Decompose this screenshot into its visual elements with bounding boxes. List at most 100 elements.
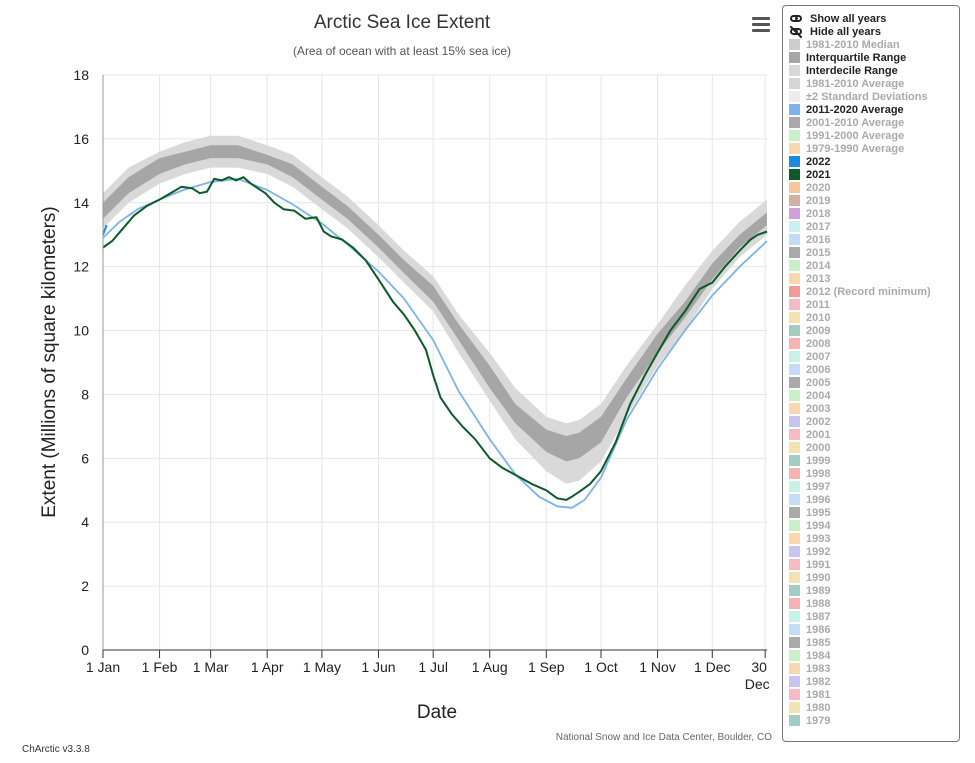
legend-item-label: 2001 xyxy=(806,428,831,441)
legend-item-label: 1986 xyxy=(806,623,831,636)
legend-item-1991[interactable]: 1991 xyxy=(789,558,959,571)
legend-item-label: 1987 xyxy=(806,610,831,623)
legend-item-label: 2019 xyxy=(806,194,831,207)
legend-item--2-standard-deviations[interactable]: ±2 Standard Deviations xyxy=(789,90,959,103)
legend-swatch xyxy=(789,169,800,180)
legend-item-2022[interactable]: 2022 xyxy=(789,155,959,168)
legend-item-1994[interactable]: 1994 xyxy=(789,519,959,532)
series-lines xyxy=(102,176,768,509)
legend-item-1990[interactable]: 1990 xyxy=(789,571,959,584)
series-line-2011-2020-average[interactable] xyxy=(102,177,768,509)
legend-item-1985[interactable]: 1985 xyxy=(789,636,959,649)
legend-swatch xyxy=(789,195,800,206)
legend-item-label: Interdecile Range xyxy=(806,64,898,77)
legend-item-1991-2000-average[interactable]: 1991-2000 Average xyxy=(789,129,959,142)
y-tick-label: 14 xyxy=(73,195,89,211)
legend-item-2007[interactable]: 2007 xyxy=(789,350,959,363)
legend-item-1995[interactable]: 1995 xyxy=(789,506,959,519)
legend-swatch xyxy=(789,78,800,89)
legend-swatch xyxy=(789,377,800,388)
legend-swatch xyxy=(789,182,800,193)
legend-item-2001-2010-average[interactable]: 2001-2010 Average xyxy=(789,116,959,129)
legend-item-2016[interactable]: 2016 xyxy=(789,233,959,246)
y-tick-label: 8 xyxy=(81,386,89,402)
legend-items: 1981-2010 Median Interquartile Range Inter… xyxy=(789,38,959,727)
legend-item-label: 2003 xyxy=(806,402,831,415)
legend-item-1979[interactable]: 1979 xyxy=(789,714,959,727)
legend-item-2011-2020-average[interactable]: 2011-2020 Average xyxy=(789,103,959,116)
legend-item-2015[interactable]: 2015 xyxy=(789,246,959,259)
legend-item-2003[interactable]: 2003 xyxy=(789,402,959,415)
legend-swatch xyxy=(789,624,800,635)
legend-item-1992[interactable]: 1992 xyxy=(789,545,959,558)
legend-swatch xyxy=(789,65,800,76)
legend-item-2018[interactable]: 2018 xyxy=(789,207,959,220)
legend-item-2009[interactable]: 2009 xyxy=(789,324,959,337)
x-tick-label: 1 Nov xyxy=(639,659,676,675)
legend-item-2017[interactable]: 2017 xyxy=(789,220,959,233)
legend-item-label: 2012 (Record minimum) xyxy=(806,285,931,298)
show-all-years-button[interactable]: Show all years xyxy=(789,12,959,25)
eye-icon xyxy=(789,13,805,25)
legend-item-1996[interactable]: 1996 xyxy=(789,493,959,506)
legend-item-2013[interactable]: 2013 xyxy=(789,272,959,285)
legend-item-1979-1990-average[interactable]: 1979-1990 Average xyxy=(789,142,959,155)
hide-all-years-button[interactable]: Hide all years xyxy=(789,25,959,38)
legend-item-1981-2010-median[interactable]: 1981-2010 Median xyxy=(789,38,959,51)
legend-item-1993[interactable]: 1993 xyxy=(789,532,959,545)
legend-swatch xyxy=(789,702,800,713)
legend-item-1997[interactable]: 1997 xyxy=(789,480,959,493)
legend-swatch xyxy=(789,117,800,128)
legend-item-1982[interactable]: 1982 xyxy=(789,675,959,688)
legend-item-label: 2011-2020 Average xyxy=(806,103,904,116)
legend-item-1983[interactable]: 1983 xyxy=(789,662,959,675)
legend-item-label: 2002 xyxy=(806,415,831,428)
legend-item-1999[interactable]: 1999 xyxy=(789,454,959,467)
series-line-2022[interactable] xyxy=(102,224,108,236)
legend-item-2011[interactable]: 2011 xyxy=(789,298,959,311)
legend-item-1989[interactable]: 1989 xyxy=(789,584,959,597)
legend-item-label: 1981-2010 Average xyxy=(806,77,905,90)
legend-item-2001[interactable]: 2001 xyxy=(789,428,959,441)
legend-item-1981-2010-average[interactable]: 1981-2010 Average xyxy=(789,77,959,90)
legend-item-1987[interactable]: 1987 xyxy=(789,610,959,623)
legend-item-1980[interactable]: 1980 xyxy=(789,701,959,714)
legend-item-2002[interactable]: 2002 xyxy=(789,415,959,428)
legend-item-2014[interactable]: 2014 xyxy=(789,259,959,272)
legend-swatch xyxy=(789,442,800,453)
legend-swatch xyxy=(789,91,800,102)
eye-slash-icon xyxy=(789,25,805,38)
credit-text[interactable]: National Snow and Ice Data Center, Bould… xyxy=(556,732,772,743)
legend-swatch xyxy=(789,676,800,687)
hamburger-menu-icon[interactable] xyxy=(750,14,772,36)
legend-item-2005[interactable]: 2005 xyxy=(789,376,959,389)
legend-item-interdecile-range[interactable]: Interdecile Range xyxy=(789,64,959,77)
legend-item-2010[interactable]: 2010 xyxy=(789,311,959,324)
legend-item-2004[interactable]: 2004 xyxy=(789,389,959,402)
legend-item-label: 1997 xyxy=(806,480,831,493)
band-interdecile-range[interactable] xyxy=(103,135,767,484)
legend-item-2021[interactable]: 2021 xyxy=(789,168,959,181)
legend-swatch xyxy=(789,715,800,726)
legend-swatch xyxy=(789,559,800,570)
legend-item-label: 2009 xyxy=(806,324,831,337)
legend-item-2012-record-minimum[interactable]: 2012 (Record minimum) xyxy=(789,285,959,298)
legend-item-2008[interactable]: 2008 xyxy=(789,337,959,350)
series-line-2021[interactable] xyxy=(102,176,768,501)
legend-item-2019[interactable]: 2019 xyxy=(789,194,959,207)
chart-subtitle: (Area of ocean with at least 15% sea ice… xyxy=(293,44,511,58)
legend-item-2000[interactable]: 2000 xyxy=(789,441,959,454)
legend-item-1998[interactable]: 1998 xyxy=(789,467,959,480)
x-tick-label: 1 Dec xyxy=(694,659,731,675)
legend-item-1981[interactable]: 1981 xyxy=(789,688,959,701)
legend-item-2006[interactable]: 2006 xyxy=(789,363,959,376)
legend-item-2020[interactable]: 2020 xyxy=(789,181,959,194)
legend-swatch xyxy=(789,403,800,414)
legend-item-label: 2010 xyxy=(806,311,831,324)
legend-item-1986[interactable]: 1986 xyxy=(789,623,959,636)
legend-item-interquartile-range[interactable]: Interquartile Range xyxy=(789,51,959,64)
legend-item-1988[interactable]: 1988 xyxy=(789,597,959,610)
band-interquartile-range[interactable] xyxy=(103,145,767,462)
legend-item-1984[interactable]: 1984 xyxy=(789,649,959,662)
